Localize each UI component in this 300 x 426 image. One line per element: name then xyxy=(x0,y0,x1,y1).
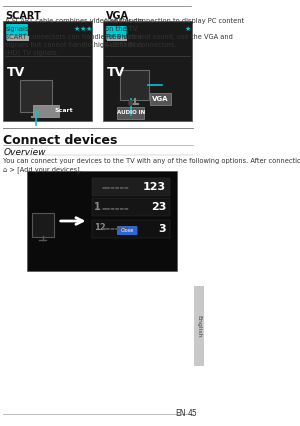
Text: VGA: VGA xyxy=(106,11,128,21)
Text: Close: Close xyxy=(121,228,134,233)
Circle shape xyxy=(129,101,132,106)
Text: A SCART cable combines video and audio
signals.
SCART connectors can handle RGB : A SCART cable combines video and audio s… xyxy=(5,18,144,57)
FancyBboxPatch shape xyxy=(117,107,144,119)
FancyBboxPatch shape xyxy=(7,36,28,41)
Text: ★: ★ xyxy=(79,26,85,32)
Text: Use this connection to display PC content
on the TV.
For video and sound, use th: Use this connection to display PC conten… xyxy=(106,18,244,48)
FancyBboxPatch shape xyxy=(150,93,171,105)
Text: ★: ★ xyxy=(185,26,191,32)
Text: ▬▬▬▬▬▬: ▬▬▬▬▬▬ xyxy=(102,184,130,190)
Text: 3: 3 xyxy=(158,224,166,234)
Text: VGA: VGA xyxy=(152,96,169,102)
Text: You can connect your devices to the TV with any of the following options. After : You can connect your devices to the TV w… xyxy=(3,158,300,173)
FancyBboxPatch shape xyxy=(32,213,54,237)
Text: 123: 123 xyxy=(143,182,166,192)
FancyBboxPatch shape xyxy=(194,286,204,366)
FancyBboxPatch shape xyxy=(92,198,170,216)
FancyBboxPatch shape xyxy=(33,105,58,117)
FancyBboxPatch shape xyxy=(20,80,52,112)
Text: Connect devices: Connect devices xyxy=(3,134,118,147)
FancyArrowPatch shape xyxy=(61,218,82,225)
Text: English: English xyxy=(196,315,202,337)
FancyBboxPatch shape xyxy=(27,171,177,271)
FancyBboxPatch shape xyxy=(92,178,170,196)
FancyBboxPatch shape xyxy=(107,37,127,41)
FancyBboxPatch shape xyxy=(117,226,137,235)
FancyBboxPatch shape xyxy=(6,24,28,40)
Text: 45: 45 xyxy=(188,409,197,418)
Text: ★: ★ xyxy=(73,26,79,32)
Text: ★: ★ xyxy=(85,26,92,32)
FancyBboxPatch shape xyxy=(92,220,170,238)
Text: SCART: SCART xyxy=(5,11,41,21)
FancyBboxPatch shape xyxy=(103,21,192,121)
Text: TV: TV xyxy=(107,66,125,79)
FancyBboxPatch shape xyxy=(3,21,92,121)
Text: 1: 1 xyxy=(94,202,101,212)
Text: Overview: Overview xyxy=(3,148,46,157)
Text: EN: EN xyxy=(176,409,186,418)
Text: AUDIO IN: AUDIO IN xyxy=(116,110,145,115)
Text: 12: 12 xyxy=(94,222,106,231)
Text: TV: TV xyxy=(7,66,25,79)
Text: Scart: Scart xyxy=(54,107,73,112)
Text: ▬▬▬▬▬▬: ▬▬▬▬▬▬ xyxy=(102,205,130,210)
FancyBboxPatch shape xyxy=(120,70,149,100)
Text: 23: 23 xyxy=(151,202,166,212)
FancyBboxPatch shape xyxy=(106,26,127,40)
Text: ▬▬▬▬▬▬: ▬▬▬▬▬▬ xyxy=(102,225,130,230)
